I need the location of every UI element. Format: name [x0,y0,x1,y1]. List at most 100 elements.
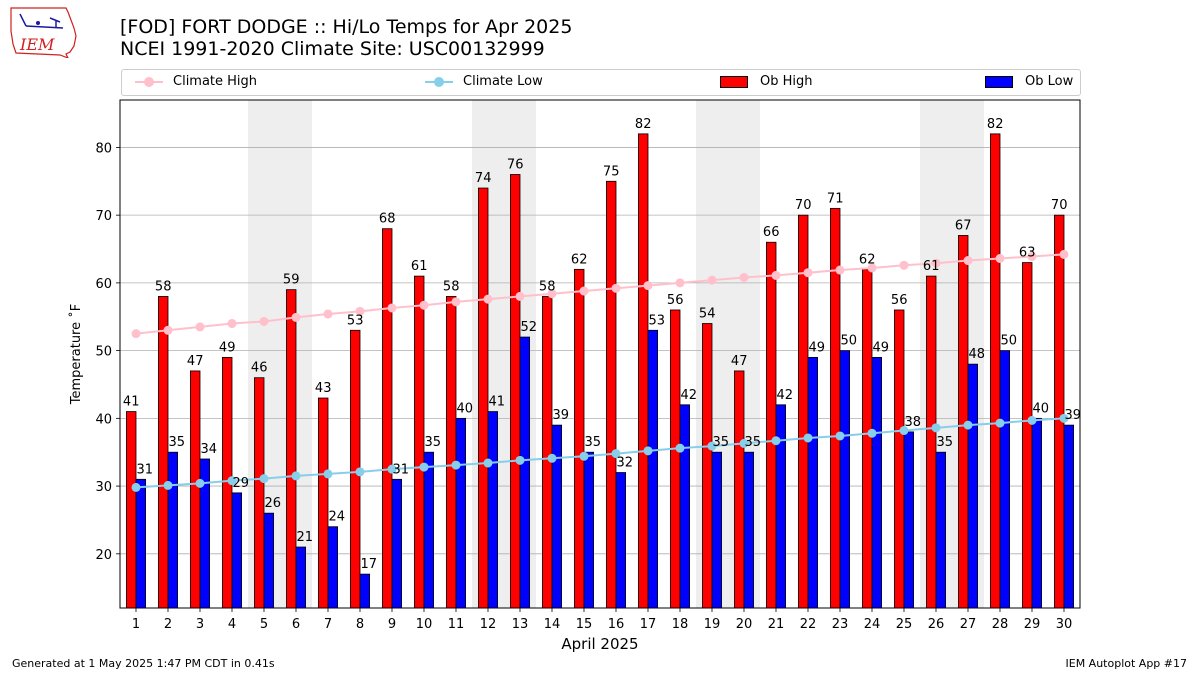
x-tick-label: 20 [736,617,753,632]
climate-high-point [739,272,749,282]
x-tick-label: 30 [1056,617,1073,632]
ob-low-label: 41 [489,395,506,410]
legend-label-ob-high: Ob High [760,74,813,89]
ob-high-bar [157,296,169,609]
climate-low-point [419,462,429,472]
x-tick-label: 29 [1024,617,1041,632]
x-tick-label: 21 [768,617,785,632]
climate-low-point [483,458,493,468]
ob-low-bar [423,451,435,609]
ob-high-label: 58 [443,279,460,294]
ob-high-label: 67 [955,218,972,233]
ob-high-label: 71 [827,191,844,206]
x-tick-label: 5 [260,617,268,632]
legend: Climate High Climate Low Ob High Ob Low [121,69,1081,96]
climate-low-point [995,418,1005,428]
title-line-1: [FOD] FORT DODGE :: Hi/Lo Temps for Apr … [120,16,573,38]
climate-high-point [1059,249,1069,259]
climate-high-point [867,263,877,273]
ob-high-bar [990,133,1001,609]
ob-high-swatch [720,75,748,88]
x-tick-label: 3 [196,617,204,632]
x-tick-label: 12 [480,617,497,632]
climate-high-point [131,329,141,339]
ob-low-bar [551,424,563,609]
ob-high-label: 68 [379,212,396,227]
climate-low-point [675,443,685,453]
ob-low-label: 31 [137,462,154,477]
climate-high-point [771,270,781,280]
ob-low-label: 49 [809,340,826,355]
climate-high-point [995,253,1005,263]
climate-low-swatch [425,75,453,89]
y-tick-label: 50 [95,345,112,360]
ob-high-label: 43 [315,381,332,396]
ob-high-label: 49 [219,340,236,355]
climate-high-point [931,258,941,268]
ob-low-label: 35 [169,435,186,450]
climate-high-point [291,312,301,322]
ob-low-bar [519,336,531,609]
x-tick-label: 22 [800,617,817,632]
ob-low-label: 32 [617,456,634,471]
climate-low-point [771,436,781,446]
footer-app: IEM Autoplot App #17 [1065,657,1188,670]
climate-high-point [227,319,237,329]
ob-low-label: 34 [201,442,218,457]
x-tick-label: 24 [864,617,881,632]
y-tick-label: 70 [95,209,112,224]
ob-high-bar [413,275,425,609]
climate-high-swatch [135,75,163,89]
ob-low-bar [135,478,147,609]
ob-low-bar [615,472,627,609]
climate-low-point [867,428,877,438]
x-tick-label: 16 [608,617,625,632]
ob-high-label: 76 [507,158,524,173]
ob-low-bar [967,363,979,609]
ob-low-label: 17 [361,557,378,572]
logo-text: IEM [19,35,55,54]
climate-low-point [387,464,397,474]
ob-low-label: 35 [745,435,762,450]
climate-low-point [131,482,141,492]
x-tick-label: 7 [324,617,332,632]
x-tick-label: 19 [704,617,721,632]
x-tick-label: 25 [896,617,913,632]
ob-low-bar [839,350,851,609]
ob-low-label: 39 [553,408,570,423]
x-tick-label: 27 [960,617,977,632]
ob-low-bar [807,356,819,609]
ob-low-bar [167,451,179,609]
climate-low-point [1027,415,1037,425]
ob-high-bar [253,377,265,609]
climate-low-point [259,474,269,484]
x-tick-label: 26 [928,617,945,632]
climate-high-point [355,306,365,316]
x-tick-label: 4 [228,617,236,632]
climate-low-point [515,455,525,465]
legend-label-climate-low: Climate Low [463,74,543,89]
ob-low-swatch [985,75,1013,88]
ob-low-label: 52 [521,320,538,335]
ob-high-label: 70 [795,198,812,213]
ob-low-label: 42 [681,388,698,403]
ob-low-bar [935,451,947,609]
ob-low-label: 24 [329,510,346,525]
legend-item-ob-low: Ob Low [985,74,1073,89]
climate-low-point [931,423,941,433]
climate-low-point [355,467,365,477]
footer-generated: Generated at 1 May 2025 1:47 PM CDT in 0… [12,657,275,670]
ob-low-bar [999,350,1011,609]
x-tick-label: 14 [544,617,561,632]
ob-high-bar [1054,214,1065,609]
climate-high-point [675,278,685,288]
ob-high-label: 53 [347,313,364,328]
ob-low-bar [743,451,755,609]
ob-high-label: 62 [859,252,876,267]
ob-high-bar [574,268,585,609]
climate-low-point [1059,413,1069,423]
climate-high-point [483,294,493,304]
climate-low-point [803,433,813,443]
x-tick-label: 10 [416,617,433,632]
y-tick-label: 80 [95,141,112,156]
